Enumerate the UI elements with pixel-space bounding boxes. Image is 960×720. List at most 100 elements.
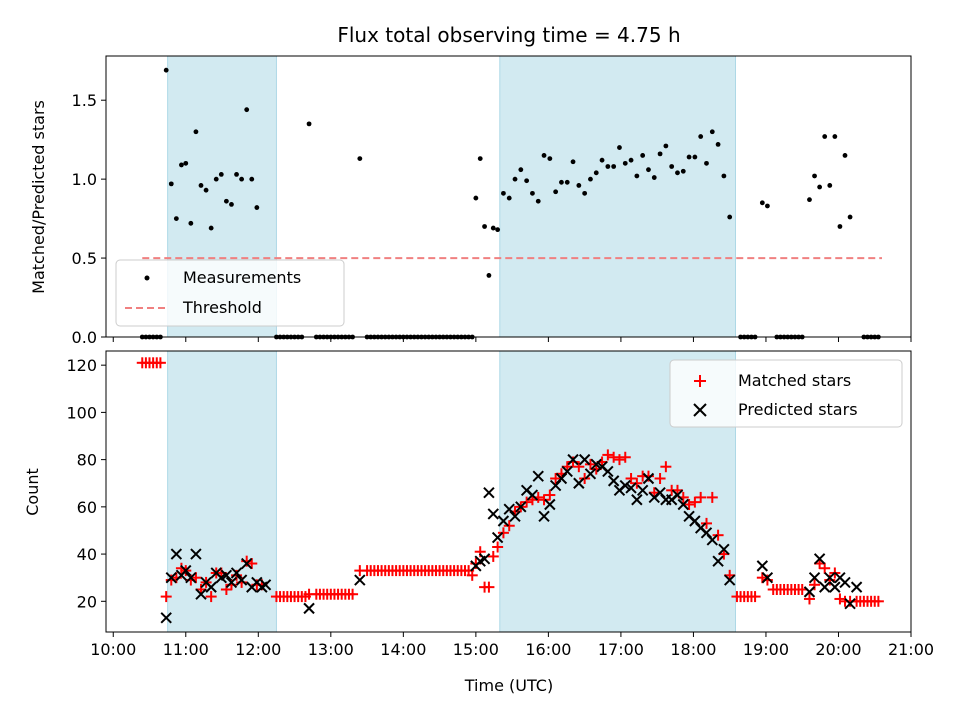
bottom-y-tick-label: 20 xyxy=(77,592,97,611)
measurement-point xyxy=(512,176,518,182)
measurement-point xyxy=(832,134,838,139)
measurement-point xyxy=(628,157,634,163)
measurement-point xyxy=(611,164,617,169)
measurement-point xyxy=(198,183,204,188)
measurement-point xyxy=(495,227,501,233)
measurement-point xyxy=(822,134,828,139)
measurement-point xyxy=(254,205,260,210)
predicted-star-point xyxy=(631,494,643,506)
matched-star-point xyxy=(803,593,815,605)
legend-predicted-label: Predicted stars xyxy=(738,400,858,419)
predicted-star-point xyxy=(584,468,597,480)
matched-star-point xyxy=(154,357,166,369)
measurement-point xyxy=(842,153,848,158)
measurement-point xyxy=(213,176,219,182)
predicted-star-point xyxy=(354,574,366,586)
x-tick-label: 16:00 xyxy=(525,640,571,659)
x-tick-label: 21:00 xyxy=(888,640,934,659)
measurement-point xyxy=(680,168,686,174)
measurement-point xyxy=(501,190,506,196)
measurement-point xyxy=(817,184,823,190)
predicted-star-point xyxy=(712,555,724,567)
measurement-point xyxy=(239,176,245,182)
predicted-star-point xyxy=(235,574,248,586)
measurement-point xyxy=(640,153,646,158)
measurement-point xyxy=(357,156,363,162)
measurement-point xyxy=(183,160,189,166)
predicted-star-point xyxy=(544,498,556,511)
matched-star-point xyxy=(700,517,712,529)
measurement-point xyxy=(234,171,239,177)
predicted-star-point xyxy=(590,458,602,471)
predicted-star-point xyxy=(723,574,736,586)
legend-matched-label: Matched stars xyxy=(738,371,851,390)
matched-star-point xyxy=(654,473,666,485)
predicted-star-point xyxy=(824,571,836,584)
matched-star-point xyxy=(749,591,761,603)
predicted-star-point xyxy=(205,581,217,593)
measurement-point xyxy=(721,173,727,179)
measurement-point xyxy=(193,129,199,135)
measurement-point xyxy=(168,181,174,187)
measurement-point xyxy=(559,179,564,185)
predicted-star-point xyxy=(303,602,315,615)
measurement-point xyxy=(203,187,209,193)
measurement-point xyxy=(518,167,524,173)
predicted-star-point xyxy=(573,477,585,489)
matched-star-point xyxy=(660,461,672,473)
measurement-point xyxy=(477,156,483,162)
measurement-point xyxy=(524,178,530,184)
x-tick-label: 19:00 xyxy=(743,640,789,659)
matched-star-point xyxy=(347,588,359,600)
predicted-star-point xyxy=(619,479,631,492)
bottom-y-tick-label: 40 xyxy=(77,545,97,564)
x-tick-label: 17:00 xyxy=(598,640,644,659)
top-y-tick-label: 1.0 xyxy=(72,170,97,189)
predicted-star-point xyxy=(478,553,491,565)
matched-star-point xyxy=(220,583,232,595)
measurement-point xyxy=(218,171,224,177)
predicted-star-point xyxy=(515,501,527,513)
measurement-point xyxy=(506,195,512,201)
measurement-point xyxy=(605,164,611,169)
measurement-point xyxy=(547,156,553,162)
x-tick-label: 20:00 xyxy=(815,640,861,659)
x-axis-label: Time (UTC) xyxy=(464,676,553,695)
predicted-star-point xyxy=(808,571,821,584)
predicted-star-point xyxy=(803,586,816,598)
predicted-star-point xyxy=(170,548,183,560)
predicted-star-point xyxy=(185,571,197,584)
measurement-point xyxy=(486,273,492,278)
measurement-point xyxy=(593,170,599,176)
predicted-star-point xyxy=(190,548,202,560)
matched-star-point xyxy=(497,527,509,539)
predicted-star-point xyxy=(561,465,573,478)
top-y-tick-label: 1.5 xyxy=(72,91,97,110)
legend-matched-marker xyxy=(694,375,706,387)
bottom-panel: 20 40 60 80 100 120 10:00 11:00 12:00 13:00 14:00… xyxy=(23,350,934,695)
measurement-point xyxy=(698,134,704,139)
x-tick-label: 14:00 xyxy=(380,640,426,659)
measurement-point xyxy=(669,164,675,169)
matched-star-point xyxy=(683,498,695,510)
predicted-star-point xyxy=(625,482,637,494)
top-y-tick-label: 0.0 xyxy=(72,328,97,347)
measurement-point xyxy=(576,183,582,188)
measurement-point xyxy=(807,197,812,203)
predicted-star-point xyxy=(671,489,684,501)
top-shaded-interval xyxy=(499,55,736,338)
measurement-point xyxy=(188,220,194,226)
bottom-y-axis-label: Count xyxy=(23,468,42,516)
measurement-point xyxy=(490,225,496,231)
predicted-star-point xyxy=(567,453,579,466)
predicted-star-point xyxy=(677,498,689,511)
matched-star-point xyxy=(550,473,562,485)
measurement-point xyxy=(675,170,680,176)
predicted-star-point xyxy=(756,560,769,572)
predicted-star-point xyxy=(538,510,550,523)
predicted-star-point xyxy=(195,588,207,600)
matched-star-point xyxy=(613,454,625,466)
predicted-star-point xyxy=(259,579,272,591)
measurement-point xyxy=(473,195,479,201)
